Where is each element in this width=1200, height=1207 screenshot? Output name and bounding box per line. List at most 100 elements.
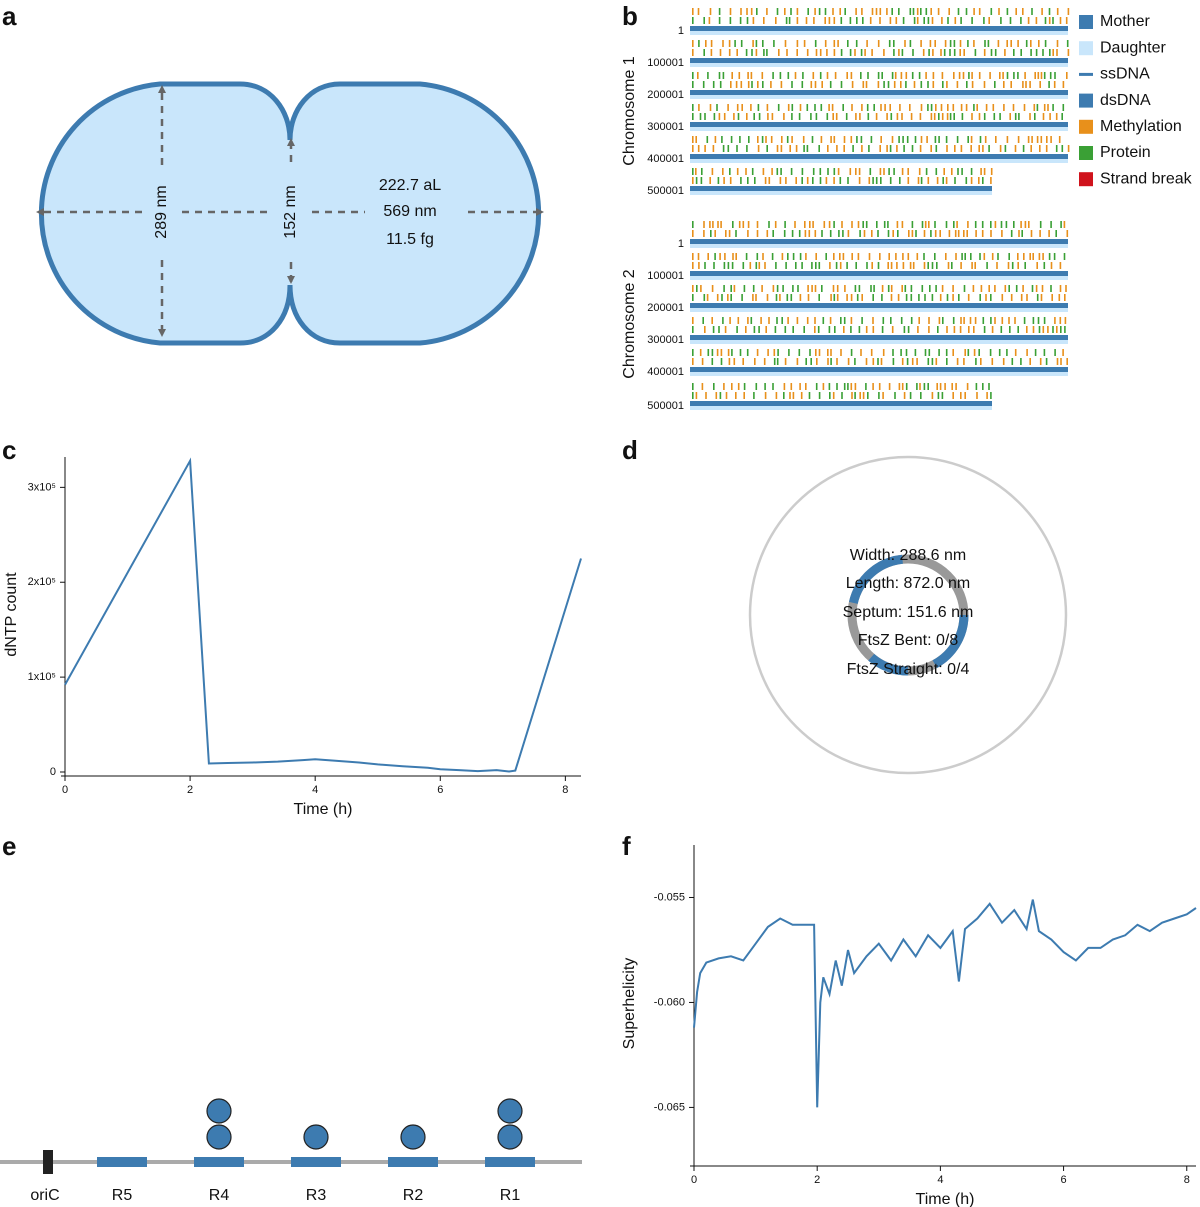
protein-mark bbox=[798, 349, 801, 356]
protein-mark bbox=[883, 221, 886, 228]
protein-mark bbox=[1053, 253, 1056, 260]
mother-strand bbox=[690, 186, 992, 191]
methylation-mark bbox=[833, 49, 836, 56]
methylation-mark bbox=[999, 145, 1002, 152]
protein-mark bbox=[1038, 326, 1041, 333]
origin-marker bbox=[43, 1150, 53, 1174]
methylation-mark bbox=[833, 177, 835, 184]
methylation-mark bbox=[1007, 262, 1010, 269]
methylation-mark bbox=[1056, 49, 1058, 56]
protein-mark bbox=[828, 326, 831, 333]
methylation-mark bbox=[966, 383, 969, 390]
protein-mark bbox=[710, 230, 712, 237]
methylation-mark bbox=[701, 383, 704, 390]
protein-mark bbox=[714, 253, 716, 260]
methylation-mark bbox=[764, 262, 766, 269]
region bbox=[485, 1157, 535, 1167]
protein-mark bbox=[787, 72, 790, 79]
methylation-mark bbox=[705, 40, 707, 47]
methylation-mark bbox=[717, 221, 719, 228]
protein-mark bbox=[1043, 262, 1046, 269]
methylation-mark bbox=[978, 113, 981, 120]
protein-mark bbox=[811, 136, 814, 143]
methylation-mark bbox=[1043, 104, 1046, 111]
protein-mark bbox=[854, 392, 856, 399]
protein-mark bbox=[1043, 72, 1046, 79]
methylation-mark bbox=[736, 104, 739, 111]
protein-mark bbox=[905, 383, 908, 390]
width-label: 289 nm bbox=[153, 185, 170, 238]
methylation-mark bbox=[843, 326, 845, 333]
protein-mark bbox=[855, 40, 858, 47]
protein-mark bbox=[945, 136, 948, 143]
protein-mark bbox=[845, 113, 848, 120]
methylation-mark bbox=[781, 253, 784, 260]
methylation-mark bbox=[803, 40, 806, 47]
protein-mark bbox=[1049, 72, 1052, 79]
methylation-mark bbox=[695, 168, 697, 175]
methylation-mark bbox=[1035, 17, 1038, 24]
protein-mark bbox=[820, 104, 823, 111]
protein-mark bbox=[786, 136, 789, 143]
methylation-mark bbox=[896, 221, 899, 228]
protein-mark bbox=[818, 294, 820, 301]
methylation-mark bbox=[854, 383, 857, 390]
protein-mark bbox=[866, 262, 868, 269]
methylation-mark bbox=[930, 145, 932, 152]
protein-mark bbox=[1031, 285, 1034, 292]
protein-mark bbox=[812, 177, 814, 184]
methylation-mark bbox=[807, 294, 810, 301]
protein-mark bbox=[881, 294, 883, 301]
methylation-mark bbox=[785, 177, 787, 184]
methylation-mark bbox=[705, 392, 707, 399]
protein-mark bbox=[965, 8, 968, 15]
methylation-mark bbox=[722, 168, 724, 175]
protein-mark bbox=[872, 294, 874, 301]
methylation-mark bbox=[928, 221, 930, 228]
methylation-mark bbox=[839, 8, 841, 15]
methylation-mark bbox=[745, 326, 747, 333]
protein-mark bbox=[894, 392, 896, 399]
protein-mark bbox=[912, 49, 914, 56]
methylation-mark bbox=[967, 221, 969, 228]
methylation-mark bbox=[931, 17, 934, 24]
x-tick-label: 0 bbox=[691, 1174, 697, 1186]
protein-mark bbox=[999, 113, 1001, 120]
protein-mark bbox=[719, 81, 722, 88]
methylation-mark bbox=[771, 113, 774, 120]
methylation-mark bbox=[973, 326, 975, 333]
protein-mark bbox=[718, 326, 720, 333]
methylation-mark bbox=[909, 104, 911, 111]
protein-mark bbox=[718, 17, 721, 24]
methylation-mark bbox=[896, 145, 898, 152]
protein-mark bbox=[988, 383, 990, 390]
protein-mark bbox=[833, 168, 836, 175]
ring-stat: Septum: 151.6 nm bbox=[843, 604, 974, 621]
methylation-mark bbox=[715, 392, 718, 399]
methylation-mark bbox=[839, 262, 842, 269]
protein-mark bbox=[790, 294, 793, 301]
methylation-mark bbox=[789, 145, 791, 152]
protein-mark bbox=[847, 177, 849, 184]
protein-mark bbox=[704, 113, 706, 120]
methylation-mark bbox=[971, 113, 973, 120]
methylation-mark bbox=[1058, 294, 1061, 301]
methylation-mark bbox=[716, 294, 719, 301]
methylation-mark bbox=[1031, 136, 1033, 143]
protein-mark bbox=[836, 383, 838, 390]
methylation-mark bbox=[882, 392, 884, 399]
protein-mark bbox=[1013, 221, 1015, 228]
methylation-mark bbox=[903, 392, 906, 399]
methylation-mark bbox=[826, 49, 828, 56]
protein-mark bbox=[971, 17, 973, 24]
methylation-mark bbox=[1067, 145, 1070, 152]
protein-mark bbox=[806, 104, 809, 111]
protein-mark bbox=[974, 49, 977, 56]
methylation-mark bbox=[891, 326, 894, 333]
methylation-mark bbox=[784, 40, 787, 47]
protein-mark bbox=[722, 145, 725, 152]
x-tick-label: 6 bbox=[1061, 1174, 1067, 1186]
methylation-mark bbox=[692, 285, 694, 292]
protein-mark bbox=[730, 136, 733, 143]
protein-mark bbox=[934, 136, 937, 143]
